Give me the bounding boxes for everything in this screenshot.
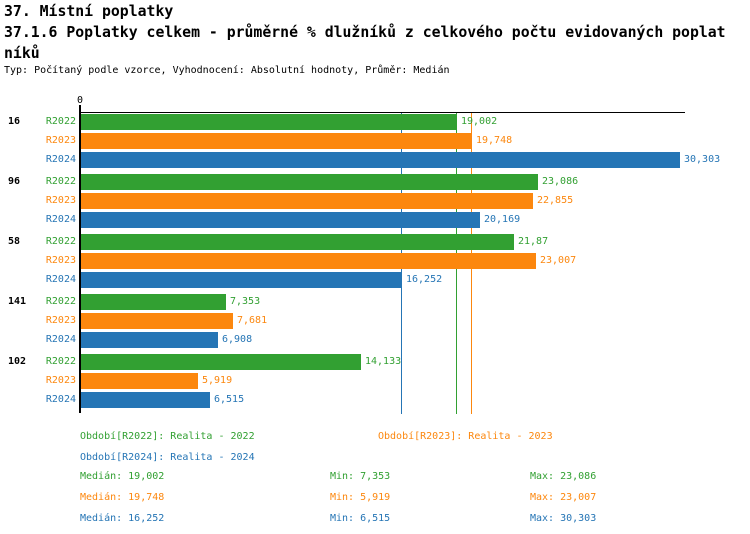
stat-median-r2024: Medián: 16,252 xyxy=(80,513,165,524)
group-label: 16 xyxy=(8,116,21,127)
series-label: R2022 xyxy=(45,116,76,127)
bar-r2023 xyxy=(81,373,198,389)
group-label: 96 xyxy=(8,176,21,187)
bar-value-label: 5,919 xyxy=(202,375,233,386)
stat-max-r2024: Max: 30,303 xyxy=(530,513,597,524)
group-label: 58 xyxy=(8,236,21,247)
section-title: 37. Místní poplatky xyxy=(4,3,174,20)
group-label: 102 xyxy=(8,356,27,367)
bar-value-label: 6,515 xyxy=(214,394,245,405)
stat-min-r2024: Min: 6,515 xyxy=(330,513,391,524)
bar-value-label: 16,252 xyxy=(406,274,443,285)
series-label: R2022 xyxy=(45,356,76,367)
bar-r2022 xyxy=(81,354,361,370)
series-label: R2023 xyxy=(45,195,76,206)
stat-median-r2022: Medián: 19,002 xyxy=(80,471,165,482)
legend-item-r2024: Období[R2024]: Realita - 2024 xyxy=(80,452,255,463)
series-label: R2022 xyxy=(45,296,76,307)
bar-r2024 xyxy=(81,392,210,408)
stat-median-r2023: Medián: 19,748 xyxy=(80,492,165,503)
bar-value-label: 7,681 xyxy=(237,315,268,326)
series-label: R2023 xyxy=(45,315,76,326)
series-label: R2022 xyxy=(45,236,76,247)
stat-min-r2022: Min: 7,353 xyxy=(330,471,391,482)
bar-value-label: 30,303 xyxy=(684,154,721,165)
bar-r2022 xyxy=(81,294,226,310)
stat-max-r2022: Max: 23,086 xyxy=(530,471,597,482)
bar-r2023 xyxy=(81,313,233,329)
series-label: R2024 xyxy=(45,274,76,285)
bar-r2022 xyxy=(81,174,538,190)
bar-value-label: 19,748 xyxy=(476,135,513,146)
bar-value-label: 6,908 xyxy=(222,334,253,345)
bar-value-label: 23,086 xyxy=(542,176,579,187)
stat-min-r2023: Min: 5,919 xyxy=(330,492,391,503)
bar-r2023 xyxy=(81,193,533,209)
bar-value-label: 23,007 xyxy=(540,255,577,266)
report-title-line1: 37.1.6 Poplatky celkem - průměrné % dluž… xyxy=(4,24,726,41)
bar-r2022 xyxy=(81,114,457,130)
group-label: 141 xyxy=(8,296,27,307)
bar-value-label: 20,169 xyxy=(484,214,521,225)
series-label: R2024 xyxy=(45,214,76,225)
report-title-line2: níků xyxy=(4,45,40,62)
bar-r2022 xyxy=(81,234,514,250)
bar-value-label: 7,353 xyxy=(230,296,261,307)
stat-max-r2023: Max: 23,007 xyxy=(530,492,597,503)
bar-r2023 xyxy=(81,133,472,149)
bar-value-label: 21,87 xyxy=(518,236,549,247)
series-label: R2024 xyxy=(45,334,76,345)
series-label: R2023 xyxy=(45,255,76,266)
bar-chart: 0 16 R2022 19,002 R2023 19,748 R2024 30,303 96 R… xyxy=(8,90,750,420)
report-meta: Typ: Počítaný podle vzorce, Vyhodnocení:… xyxy=(4,65,450,76)
legend-item-r2022: Období[R2022]: Realita - 2022 xyxy=(80,431,255,442)
bar-value-label: 14,133 xyxy=(365,356,402,367)
legend-item-r2023: Období[R2023]: Realita - 2023 xyxy=(378,431,553,442)
series-label: R2024 xyxy=(45,154,76,165)
x-axis-line xyxy=(80,112,685,113)
bar-r2024 xyxy=(81,212,480,228)
bar-value-label: 19,002 xyxy=(461,116,498,127)
y-axis-line xyxy=(79,105,81,413)
bar-r2024 xyxy=(81,332,218,348)
series-label: R2024 xyxy=(45,394,76,405)
series-label: R2023 xyxy=(45,375,76,386)
series-label: R2022 xyxy=(45,176,76,187)
series-label: R2023 xyxy=(45,135,76,146)
bar-r2024 xyxy=(81,152,680,168)
x-axis-zero-label: 0 xyxy=(76,95,84,106)
bar-r2023 xyxy=(81,253,536,269)
bar-value-label: 22,855 xyxy=(537,195,574,206)
bar-r2024 xyxy=(81,272,402,288)
